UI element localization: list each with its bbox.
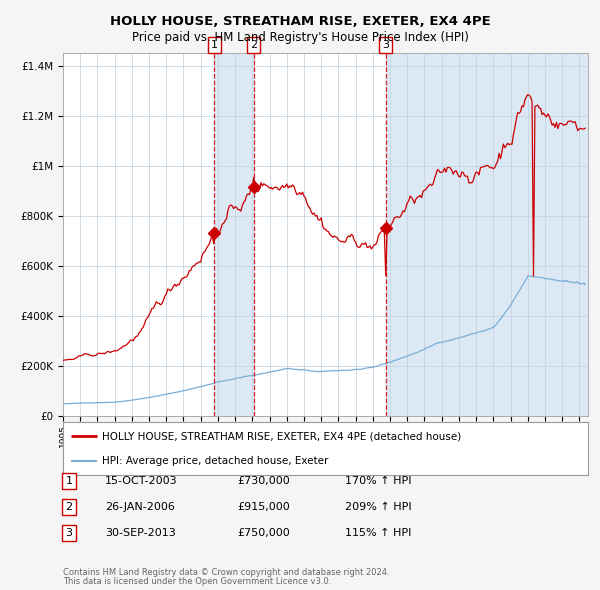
- Text: 15-OCT-2003: 15-OCT-2003: [105, 476, 178, 486]
- Text: Price paid vs. HM Land Registry's House Price Index (HPI): Price paid vs. HM Land Registry's House …: [131, 31, 469, 44]
- Text: HPI: Average price, detached house, Exeter: HPI: Average price, detached house, Exet…: [103, 455, 329, 466]
- Text: £750,000: £750,000: [237, 528, 290, 537]
- Bar: [386, 53, 588, 416]
- Bar: [214, 53, 254, 416]
- Text: £915,000: £915,000: [237, 502, 290, 512]
- Text: This data is licensed under the Open Government Licence v3.0.: This data is licensed under the Open Gov…: [63, 578, 331, 586]
- Text: 115% ↑ HPI: 115% ↑ HPI: [345, 528, 412, 537]
- Text: 26-JAN-2006: 26-JAN-2006: [105, 502, 175, 512]
- Text: 3: 3: [382, 40, 389, 50]
- Text: 209% ↑ HPI: 209% ↑ HPI: [345, 502, 412, 512]
- Text: 1: 1: [211, 40, 218, 50]
- Text: £730,000: £730,000: [237, 476, 290, 486]
- Text: 2: 2: [250, 40, 257, 50]
- Text: 1: 1: [65, 476, 73, 486]
- Text: HOLLY HOUSE, STREATHAM RISE, EXETER, EX4 4PE: HOLLY HOUSE, STREATHAM RISE, EXETER, EX4…: [110, 15, 490, 28]
- Text: HOLLY HOUSE, STREATHAM RISE, EXETER, EX4 4PE (detached house): HOLLY HOUSE, STREATHAM RISE, EXETER, EX4…: [103, 431, 461, 441]
- Text: 170% ↑ HPI: 170% ↑ HPI: [345, 476, 412, 486]
- Text: 30-SEP-2013: 30-SEP-2013: [105, 528, 176, 537]
- Text: 3: 3: [65, 528, 73, 537]
- Text: Contains HM Land Registry data © Crown copyright and database right 2024.: Contains HM Land Registry data © Crown c…: [63, 568, 389, 577]
- Text: 2: 2: [65, 502, 73, 512]
